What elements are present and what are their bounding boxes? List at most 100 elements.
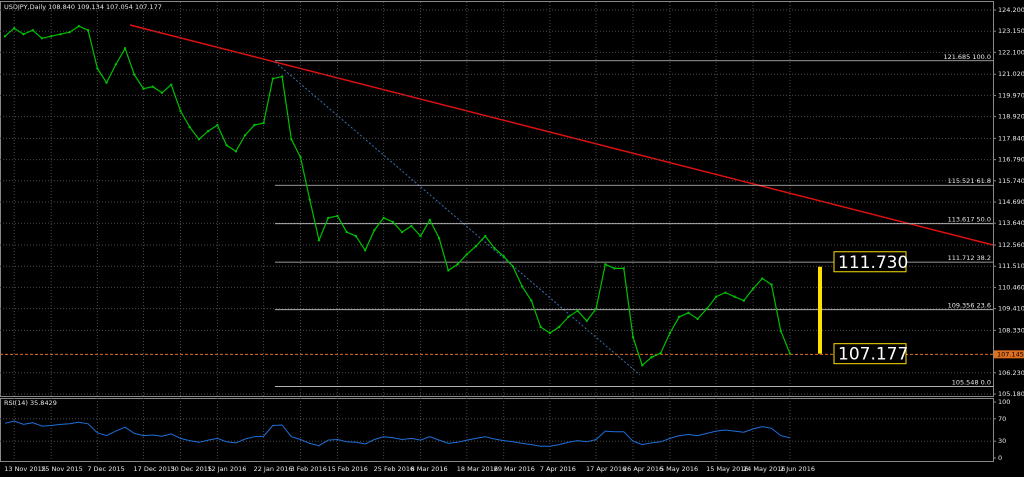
x-tick-label: 15 Feb 2016: [327, 465, 367, 473]
price-point: [788, 352, 792, 355]
price-point: [336, 214, 339, 218]
current-price-tag: [994, 350, 1024, 359]
price-point: [456, 263, 459, 266]
trend-line: [129, 24, 994, 246]
price-point: [677, 315, 681, 319]
x-tick-label: 2 Jun 2016: [780, 465, 815, 473]
y-tick-label: 116.790: [998, 156, 1024, 164]
price-point: [49, 35, 53, 38]
price-point: [299, 156, 302, 159]
price-point: [751, 287, 755, 290]
price-point: [197, 138, 201, 141]
rsi-tick-label: 100: [998, 398, 1010, 406]
range-bar: [818, 266, 822, 354]
price-point: [105, 81, 108, 84]
y-tick-label: 109.410: [998, 305, 1024, 313]
price-point: [641, 364, 644, 367]
price-point: [290, 138, 293, 141]
y-tick-label: 113.640: [998, 219, 1024, 227]
price-point: [761, 277, 764, 280]
y-tick-label: 123.150: [998, 27, 1024, 35]
price-point: [13, 26, 16, 30]
price-point: [363, 249, 367, 252]
price-point: [696, 317, 699, 321]
price-point: [493, 247, 496, 250]
x-tick-label: 24 May 2016: [743, 465, 785, 473]
price-point: [262, 121, 265, 125]
price-point: [188, 125, 191, 129]
x-tick-label: 3 Feb 2016: [291, 465, 327, 473]
y-tick-label: 105.180: [998, 390, 1024, 398]
price-point: [68, 31, 71, 34]
y-tick-label: 110.460: [998, 283, 1024, 291]
price-point: [400, 230, 404, 234]
y-tick-label: 115.740: [998, 177, 1024, 185]
rsi-tick-label: 70: [998, 415, 1006, 423]
price-point: [114, 63, 118, 66]
price-point: [327, 216, 330, 220]
price-point: [96, 67, 99, 70]
price-point: [253, 123, 256, 127]
annotation-label: 107.177: [838, 345, 908, 365]
price-point: [576, 309, 579, 313]
rsi-line: [4, 420, 791, 447]
x-tick-label: 15 May 2016: [706, 465, 748, 473]
price-point: [428, 218, 432, 222]
price-point: [142, 87, 145, 90]
price-point: [234, 150, 238, 153]
price-point: [133, 73, 136, 76]
price-point: [216, 123, 219, 127]
x-tick-label: 7 Dec 2015: [87, 465, 124, 473]
price-point: [419, 234, 422, 238]
x-tick-label: 12 Jan 2016: [207, 465, 246, 473]
y-tick-label: 122.100: [998, 48, 1024, 56]
price-point: [594, 307, 598, 311]
price-point: [151, 85, 154, 88]
x-tick-label: 8 Mar 2016: [411, 465, 448, 473]
annotation-box: [833, 251, 907, 273]
price-point: [474, 245, 478, 248]
y-tick-label: 112.560: [998, 241, 1024, 249]
price-point: [631, 335, 635, 339]
price-point: [770, 283, 773, 286]
price-point: [373, 228, 376, 232]
price-point: [733, 295, 736, 298]
fib-label: 105.548 0.0: [952, 379, 991, 387]
price-point: [714, 295, 718, 298]
x-tick-label: 17 Apr 2016: [586, 465, 626, 473]
y-tick-label: 111.510: [998, 262, 1024, 270]
x-tick-label: 30 Dec 2015: [170, 465, 212, 473]
price-point: [539, 325, 542, 329]
y-tick-label: 118.920: [998, 113, 1024, 121]
annotation-label: 111.730: [838, 253, 908, 273]
price-point: [511, 265, 515, 268]
price-point: [437, 236, 441, 240]
price-point: [391, 220, 395, 224]
fib-label: 113.617 50.0: [948, 216, 991, 224]
price-point: [40, 37, 44, 40]
price-point: [613, 267, 616, 270]
rsi-title: RSI(14) 35.8429: [4, 399, 57, 407]
x-tick-label: 18 Mar 2016: [457, 465, 498, 473]
price-point: [520, 285, 524, 288]
price-point: [724, 291, 727, 294]
fib-label: 121.685 100.0: [943, 53, 991, 61]
price-point: [160, 91, 164, 94]
price-point: [86, 28, 90, 32]
y-tick-label: 117.840: [998, 134, 1024, 142]
price-line: [4, 25, 791, 367]
x-tick-label: 25 Nov 2015: [41, 465, 83, 473]
price-panel: [0, 1, 994, 397]
price-point: [179, 109, 182, 113]
price-point: [447, 269, 450, 272]
x-tick-label: 7 Apr 2016: [540, 465, 576, 473]
price-point: [77, 24, 81, 28]
y-tick-label: 119.970: [998, 91, 1024, 99]
price-point: [225, 144, 228, 147]
annotation-box: [833, 343, 907, 365]
price-point: [622, 267, 625, 270]
rsi-tick-label: 30: [998, 437, 1006, 445]
price-point: [170, 83, 173, 86]
y-tick-label: 108.330: [998, 326, 1024, 334]
price-point: [3, 35, 7, 38]
